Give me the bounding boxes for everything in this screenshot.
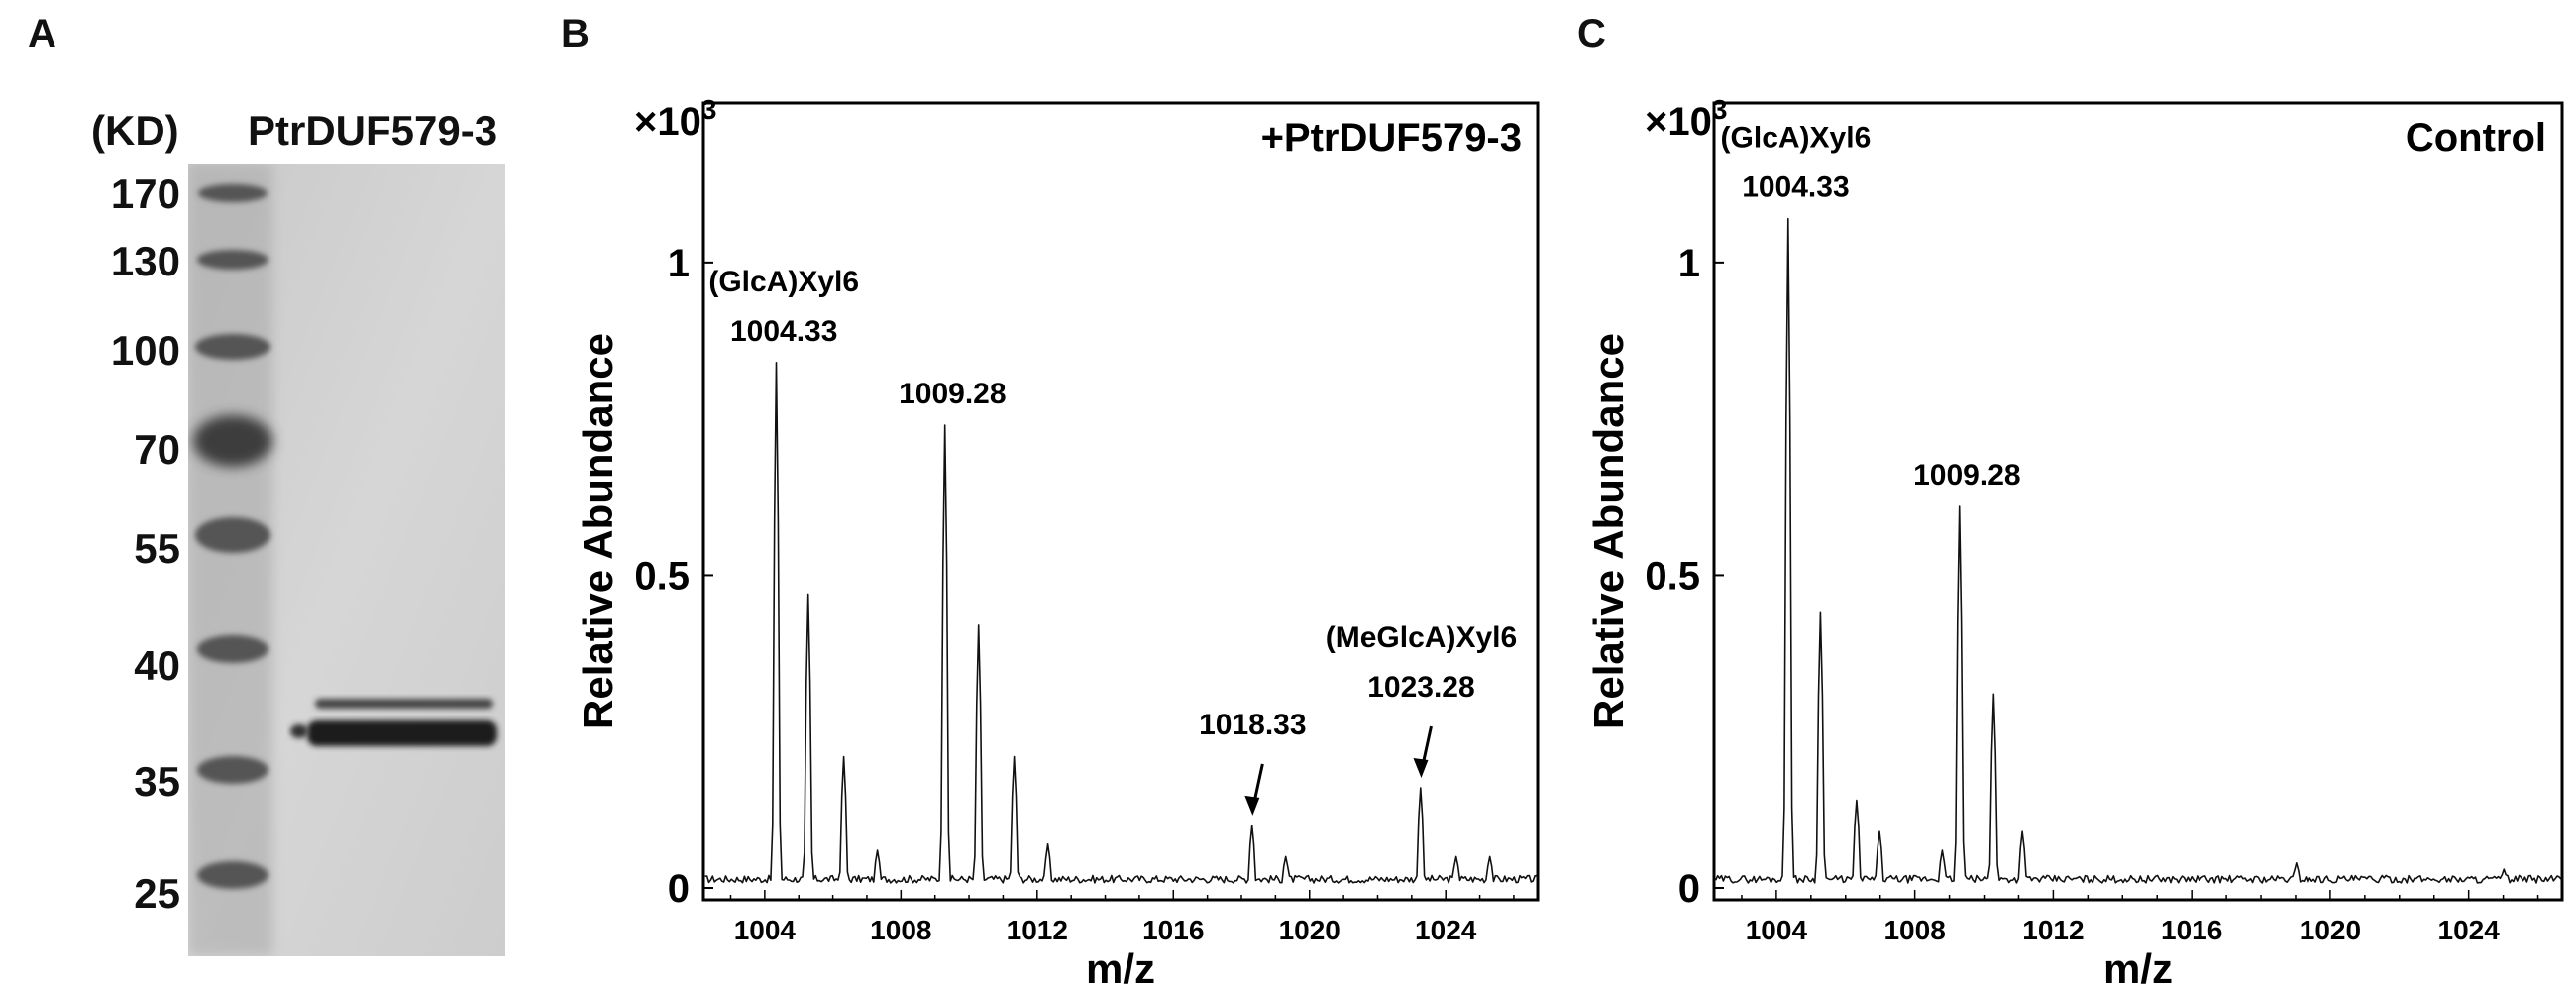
marker-label: 35	[134, 758, 180, 805]
y-axis-label: Relative Abundance	[1585, 333, 1632, 729]
y-tick-label: 0.5	[1645, 554, 1700, 598]
sds-page-gel-image	[188, 164, 505, 956]
marker-bands	[193, 184, 272, 889]
marker-label: 25	[134, 870, 180, 917]
y-axis-label: Relative Abundance	[575, 333, 621, 729]
x-tick-label: 1004	[734, 915, 797, 945]
marker-band	[193, 415, 272, 467]
plot-frame	[1712, 101, 2564, 902]
peak-annotation-label: (GlcA)Xyl6	[708, 266, 859, 298]
x-tick-label: 1020	[2300, 915, 2361, 945]
marker-band	[195, 517, 270, 553]
peak-annotation-label: 1009.28	[1913, 459, 2020, 492]
x-tick-label: 1024	[2438, 915, 2501, 945]
marker-band	[195, 334, 270, 360]
marker-band	[197, 861, 268, 889]
protein-band-spot	[290, 724, 308, 738]
marker-label: 130	[110, 238, 180, 284]
chart-title: +PtrDUF579-3	[1261, 116, 1522, 160]
spectrum-trace	[1714, 217, 2562, 884]
protein-band	[290, 699, 497, 746]
marker-band	[197, 635, 268, 663]
marker-label: 100	[110, 327, 180, 374]
x-tick-label: 1008	[870, 915, 931, 945]
marker-label: 40	[134, 642, 180, 689]
protein-band-main	[307, 720, 497, 746]
peak-annotation-label: 1004.33	[730, 315, 837, 348]
y-tick-label: 1	[1678, 242, 1700, 285]
protein-band-upper	[315, 699, 493, 709]
x-tick-label: 1016	[2161, 915, 2222, 945]
marker-label: 170	[110, 170, 180, 217]
kd-header: (KD)	[91, 107, 179, 154]
y-scale-label: ×103	[634, 94, 716, 144]
marker-band	[197, 756, 268, 784]
panel-b-letter: B	[561, 12, 590, 55]
spectrum-trace	[704, 362, 1538, 884]
peak-annotation-label: (GlcA)Xyl6	[1721, 122, 1872, 155]
x-tick-label: 1020	[1279, 915, 1341, 945]
peak-annotation-label: 1004.33	[1742, 171, 1849, 204]
chart-title: Control	[2406, 116, 2546, 160]
y-tick-label: 1	[668, 242, 690, 285]
y-tick-label: 0	[1678, 867, 1700, 911]
mass-spectrum-chart-b: ×103 Relative Abundance 0 0.5 1 1004 1008 1012 1…	[575, 94, 1540, 990]
y-scale-label: ×103	[1645, 94, 1727, 144]
marker-lane-smear	[188, 164, 272, 956]
peak-annotation-label: 1018.33	[1199, 709, 1306, 741]
x-axis-label: m/z	[2103, 945, 2173, 990]
peak-arrow-head	[1413, 758, 1429, 779]
x-tick-label: 1012	[1007, 915, 1068, 945]
peak-annotation-label: (MeGlcA)Xyl6	[1326, 621, 1517, 654]
y-tick-label: 0.5	[634, 554, 690, 598]
x-tick-label: 1016	[1142, 915, 1204, 945]
marker-label: 70	[134, 426, 180, 473]
peak-annotation-label: 1009.28	[899, 378, 1006, 410]
x-tick-label: 1012	[2022, 915, 2084, 945]
peak-arrow-head	[1244, 795, 1260, 816]
lane-title: PtrDUF579-3	[248, 107, 498, 154]
x-tick-label: 1008	[1883, 915, 1945, 945]
x-tick-label: 1024	[1415, 915, 1477, 945]
marker-band	[197, 250, 268, 270]
y-scale-base: ×10	[634, 100, 701, 144]
x-axis-label: m/z	[1086, 945, 1155, 990]
peak-annotation-label: 1023.28	[1367, 671, 1474, 704]
plot-frame	[701, 101, 1540, 902]
y-scale-base: ×10	[1645, 100, 1712, 144]
y-tick-label: 0	[668, 867, 690, 911]
x-tick-label: 1004	[1746, 915, 1808, 945]
panel-a-letter: A	[28, 12, 56, 55]
marker-band	[198, 184, 268, 202]
mass-spectrum-chart-c: ×103 Relative Abundance 0 0.5 1 1004 1008 1012 1…	[1585, 94, 2564, 990]
panel-c-letter: C	[1577, 12, 1606, 55]
marker-label: 55	[134, 525, 180, 572]
